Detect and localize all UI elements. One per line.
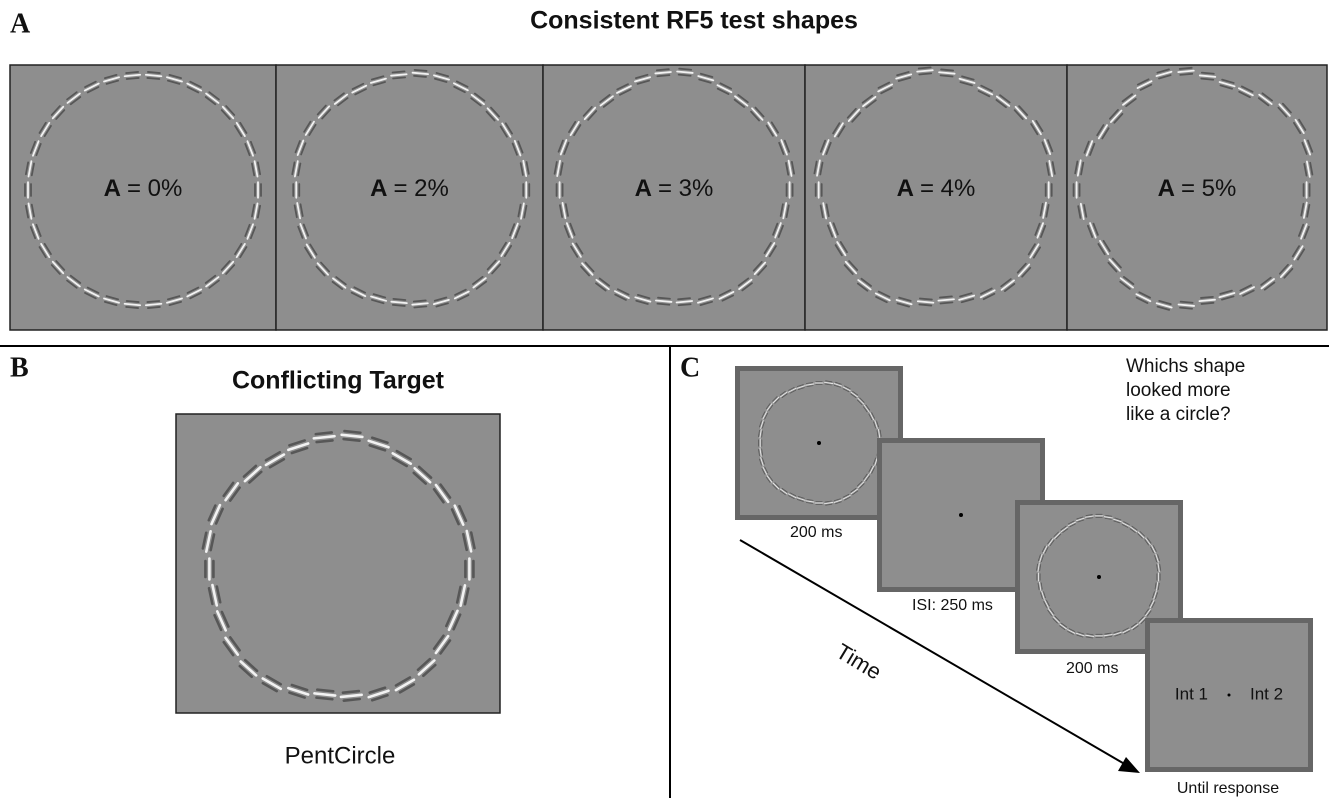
gabor-stripe [941,69,953,70]
gabor-stripe [1201,297,1213,298]
gabor-stripe [1180,308,1192,309]
gabor-stripe [941,75,953,76]
gabor-stripe [393,71,405,72]
amplitude-symbol: A [635,175,652,202]
stimulus-panel [176,414,500,713]
amplitude-value: = 4% [920,175,975,202]
gabor-stripe [343,691,359,693]
gabor-stripe [658,298,670,299]
amplitude-value: = 0% [127,175,182,202]
gabor-stripe [920,298,932,299]
gabor-stripe [1202,73,1214,74]
gabor-stripe [147,78,159,79]
fixation-dot [1097,575,1101,579]
gabor-stripe [1180,74,1192,75]
gabor-stripe [1180,68,1192,69]
amplitude-label: A= 0% [104,175,183,202]
question-line: Whichs shape [1126,356,1245,377]
gabor-stripe [414,76,426,77]
gabor-stripe [919,67,931,68]
amplitude-symbol: A [370,175,387,202]
gabor-stripe [414,306,426,307]
gabor-stripe [317,690,333,692]
frame-caption: 200 ms [1066,660,1118,677]
amplitude-label: A= 3% [635,175,714,202]
frame-caption: Until response [1177,780,1279,797]
gabor-stripe [393,305,405,306]
arrow-head [1118,757,1140,773]
gabor-stripe [919,73,931,74]
amplitude-label: A= 5% [1158,175,1237,202]
gabor-stripe [919,304,931,305]
time-label: Time [832,638,886,684]
amplitude-symbol: A [104,175,121,202]
fixation-dot [817,441,821,445]
gabor-stripe [344,699,360,701]
gabor-stripe [657,75,669,76]
figure: AConsistent RF5 test shapesA= 0%A= 2%A= … [0,0,1329,798]
gabor-stripe [126,72,138,73]
gabor-stripe [126,307,138,308]
interval-label: Int 1 [1175,684,1208,703]
gabor-stripe [657,69,669,70]
gabor-stripe [1181,302,1193,303]
gabor-stripe [393,77,405,78]
gabor-stripe [940,296,952,297]
question-line: like a circle? [1126,404,1231,425]
panel-title: Conflicting Target [232,367,445,395]
gabor-stripe [678,298,690,299]
gabor-stripe [679,304,691,305]
gabor-stripe [344,431,360,433]
fixation-dot [1228,694,1231,697]
figure-content: AConsistent RF5 test shapesA= 0%A= 2%A= … [0,7,1329,798]
amplitude-value: = 5% [1181,175,1236,202]
gabor-stripe [147,301,159,302]
amplitude-value: = 2% [393,175,448,202]
gabor-stripe [393,299,405,300]
gabor-stripe [127,78,139,79]
panel-title: Consistent RF5 test shapes [530,7,858,35]
gabor-stripe [148,307,160,308]
amplitude-label: A= 2% [370,175,449,202]
gabor-stripe [679,69,691,70]
amplitude-symbol: A [1158,175,1175,202]
gabor-stripe [1202,303,1214,304]
gabor-stripe [316,698,332,700]
gabor-stripe [679,75,691,76]
gabor-stripe [415,70,427,71]
gabor-stripe [127,301,139,302]
amplitude-symbol: A [897,175,914,202]
gabor-stripe [317,440,333,442]
frame-caption: 200 ms [790,524,842,541]
panel-label: C [680,352,700,383]
gabor-stripe [148,72,160,73]
gabor-stripe [940,302,952,303]
gabor-stripe [1201,79,1213,80]
frame-caption: ISI: 250 ms [912,597,993,614]
question-line: looked more [1126,380,1231,401]
gabor-stripe [657,304,669,305]
gabor-stripe [344,439,360,441]
interval-label: Int 2 [1250,684,1283,703]
panel-label: A [10,8,31,39]
gabor-stripe [414,300,426,301]
amplitude-label: A= 4% [897,175,976,202]
gabor-stripe [316,432,332,434]
caption: PentCircle [285,742,396,769]
panel-label: B [10,352,29,383]
fixation-dot [959,513,963,517]
amplitude-value: = 3% [658,175,713,202]
